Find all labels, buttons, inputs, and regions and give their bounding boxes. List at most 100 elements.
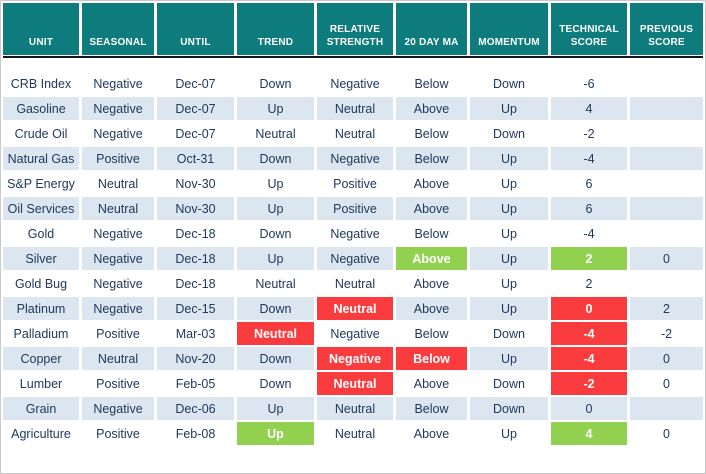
table-cell: Neutral: [317, 97, 393, 120]
table-cell: Platinum: [3, 297, 79, 320]
table-cell: Negative: [317, 247, 393, 270]
table-cell: Up: [470, 97, 548, 120]
table-cell: -4: [551, 322, 627, 345]
table-cell: Negative: [82, 272, 154, 295]
table-cell: Above: [396, 197, 467, 220]
table-cell: 0: [551, 397, 627, 420]
table-cell: Gasoline: [3, 97, 79, 120]
table-cell: Up: [470, 272, 548, 295]
column-header-until: UNTIL: [157, 3, 234, 55]
table-cell: Neutral: [82, 197, 154, 220]
table-cell: Up: [470, 197, 548, 220]
table-cell: Up: [237, 172, 314, 195]
table-cell: Below: [396, 122, 467, 145]
table-cell: -6: [551, 72, 627, 95]
table-cell: Up: [470, 422, 548, 445]
table-cell: [630, 197, 703, 220]
table-cell: Below: [396, 347, 467, 370]
table-cell: Oil Services: [3, 197, 79, 220]
table-cell: Above: [396, 297, 467, 320]
table-cell: 2: [551, 272, 627, 295]
table-cell: -4: [551, 347, 627, 370]
table-cell: Gold: [3, 222, 79, 245]
table-cell: Mar-03: [157, 322, 234, 345]
table-cell: 2: [630, 297, 703, 320]
table-row: Palladium Positive Mar-03 Neutral Negative Be…: [3, 322, 703, 345]
table-cell: Positive: [317, 172, 393, 195]
table-cell: Above: [396, 272, 467, 295]
table-cell: Up: [470, 347, 548, 370]
table-cell: Below: [396, 222, 467, 245]
table-cell: Neutral: [317, 272, 393, 295]
table-cell: Positive: [82, 322, 154, 345]
table-row: Gold Negative Dec-18 Down Negative Below Up -4: [3, 222, 703, 245]
table-cell: Dec-07: [157, 97, 234, 120]
table-cell: Down: [237, 297, 314, 320]
table-cell: Feb-08: [157, 422, 234, 445]
table-row: Copper Neutral Nov-20 Down Negative Below Up -4…: [3, 347, 703, 370]
table-cell: Down: [470, 397, 548, 420]
table-cell: Neutral: [317, 422, 393, 445]
table-cell: Neutral: [237, 122, 314, 145]
header-underline: [3, 56, 703, 58]
table-cell: [630, 72, 703, 95]
table-cell: Positive: [82, 372, 154, 395]
table-cell: Positive: [82, 422, 154, 445]
table-cell: Agriculture: [3, 422, 79, 445]
table-body: CRB Index Negative Dec-07 Down Negative Below…: [3, 72, 703, 445]
table-cell: Palladium: [3, 322, 79, 345]
table-cell: Crude Oil: [3, 122, 79, 145]
table-cell: [630, 122, 703, 145]
table-cell: [630, 147, 703, 170]
table-cell: 0: [630, 347, 703, 370]
table-cell: -2: [551, 372, 627, 395]
table-cell: 6: [551, 197, 627, 220]
table-cell: Above: [396, 372, 467, 395]
table-header-row: UNIT SEASONAL UNTIL TREND RELATIVE STREN…: [3, 3, 703, 55]
table-cell: Down: [237, 347, 314, 370]
table-cell: Lumber: [3, 372, 79, 395]
table-cell: Below: [396, 72, 467, 95]
table-cell: CRB Index: [3, 72, 79, 95]
table-cell: Neutral: [317, 397, 393, 420]
table-cell: 2: [551, 247, 627, 270]
table-cell: 4: [551, 97, 627, 120]
column-header-seasonal: SEASONAL: [82, 3, 154, 55]
table-cell: 0: [630, 372, 703, 395]
table-cell: Neutral: [237, 322, 314, 345]
table-row: Platinum Negative Dec-15 Down Neutral Above Up…: [3, 297, 703, 320]
table-cell: Nov-30: [157, 197, 234, 220]
table-cell: Up: [237, 197, 314, 220]
table-cell: Natural Gas: [3, 147, 79, 170]
column-header-previous-score: PREVIOUS SCORE: [630, 3, 703, 55]
table-cell: Negative: [317, 222, 393, 245]
table-cell: Down: [470, 372, 548, 395]
table-cell: Up: [237, 247, 314, 270]
table-cell: Dec-07: [157, 72, 234, 95]
table-cell: Copper: [3, 347, 79, 370]
table-cell: Dec-15: [157, 297, 234, 320]
table-cell: Down: [237, 372, 314, 395]
table-cell: Negative: [82, 247, 154, 270]
table-cell: -2: [630, 322, 703, 345]
table-row: Gold Bug Negative Dec-18 Neutral Neutral Abov…: [3, 272, 703, 295]
table-cell: Up: [470, 247, 548, 270]
table-cell: Up: [470, 222, 548, 245]
table-cell: 4: [551, 422, 627, 445]
table-cell: -4: [551, 222, 627, 245]
header-spacer: [3, 58, 703, 70]
table-cell: Neutral: [317, 372, 393, 395]
table-cell: Up: [470, 297, 548, 320]
table-cell: Up: [470, 147, 548, 170]
table-cell: Up: [237, 397, 314, 420]
column-header-unit: UNIT: [3, 3, 79, 55]
table-cell: 6: [551, 172, 627, 195]
table-cell: Negative: [82, 97, 154, 120]
table-cell: 0: [630, 422, 703, 445]
table-cell: -2: [551, 122, 627, 145]
table-cell: Gold Bug: [3, 272, 79, 295]
table-cell: Positive: [82, 147, 154, 170]
table-cell: Below: [396, 397, 467, 420]
table-row: Natural Gas Positive Oct-31 Down Negative Bel…: [3, 147, 703, 170]
